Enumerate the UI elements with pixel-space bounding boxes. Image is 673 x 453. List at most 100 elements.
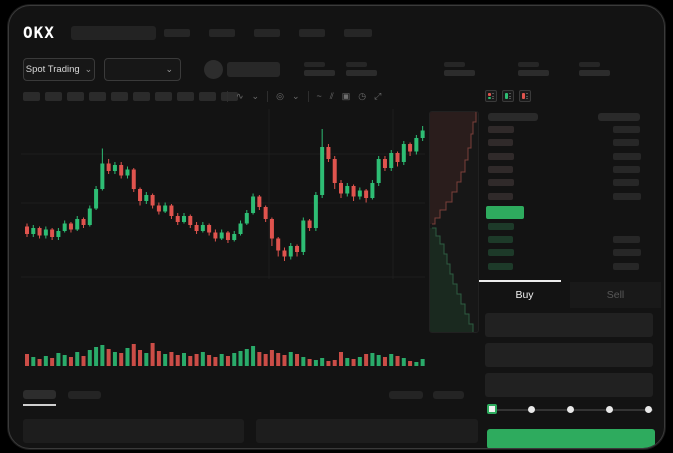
draw-tool-icon[interactable]: ⫽	[329, 90, 334, 101]
pair-dropdown[interactable]: ⌄	[104, 58, 181, 81]
ask-price-placeholder	[488, 152, 514, 160]
slider-stop[interactable]	[645, 406, 652, 413]
search-input[interactable]	[71, 26, 156, 40]
bid-price-placeholder	[488, 262, 513, 270]
orders-tab-underline	[23, 404, 56, 406]
bid-price-placeholder	[488, 249, 514, 257]
orderbook-mode-switcher	[485, 90, 531, 102]
timeframe-button[interactable]	[111, 92, 128, 101]
market-stat	[518, 62, 549, 76]
buy-submit-button[interactable]	[487, 429, 655, 448]
timeframe-button[interactable]	[133, 92, 150, 101]
orders-filter-1[interactable]	[389, 391, 423, 399]
market-type-label: Spot Trading	[25, 64, 80, 75]
timeframe-button[interactable]	[177, 92, 194, 101]
stat-value-placeholder	[346, 70, 377, 76]
book-asks-icon[interactable]	[519, 90, 531, 102]
nav-item-placeholder[interactable]	[164, 29, 190, 37]
toolbar-divider	[307, 90, 309, 102]
book-bids-icon[interactable]	[502, 90, 514, 102]
active-tab-indicator	[479, 280, 561, 282]
timeframe-button[interactable]	[45, 92, 62, 101]
orders-panel-left	[23, 419, 244, 443]
book-icon-stripe	[505, 93, 508, 99]
coin-avatar	[204, 60, 223, 79]
timeframe-button[interactable]	[89, 92, 106, 101]
orders-tab-2[interactable]	[68, 391, 101, 399]
book-icon-lines	[509, 93, 511, 99]
orders-tab-active[interactable]	[23, 390, 56, 399]
last-price-badge[interactable]	[486, 206, 524, 219]
timeframe-button[interactable]	[23, 92, 40, 101]
stat-label-placeholder	[304, 62, 325, 67]
bid-amount-placeholder	[613, 262, 639, 270]
ask-price-placeholder	[488, 139, 513, 147]
ask-price-placeholder	[488, 179, 514, 187]
stat-value-placeholder	[518, 70, 549, 76]
slider-stop[interactable]	[606, 406, 613, 413]
bid-amount-placeholder	[613, 249, 641, 257]
nav-item-placeholder[interactable]	[344, 29, 372, 37]
candlestick-chart[interactable]	[21, 109, 425, 366]
slider-handle[interactable]	[487, 404, 497, 414]
stat-value-placeholder	[579, 70, 610, 76]
orders-panel-right	[256, 419, 478, 443]
ask-price-placeholder	[488, 192, 513, 200]
timeframe-button[interactable]	[199, 92, 216, 101]
camera-icon[interactable]: ▣	[341, 90, 351, 101]
nav-item-placeholder[interactable]	[299, 29, 325, 37]
market-type-dropdown[interactable]: Spot Trading ⌄	[23, 58, 95, 81]
order-input-2[interactable]	[485, 343, 653, 367]
ask-price-placeholder	[488, 126, 514, 133]
stat-label-placeholder	[518, 62, 539, 67]
slider-stop[interactable]	[528, 406, 535, 413]
pair-name-placeholder	[227, 62, 280, 77]
orderbook-price-header	[488, 113, 538, 121]
tab-buy[interactable]: Buy	[515, 289, 534, 301]
ask-amount-placeholder	[613, 126, 640, 133]
toolbar-divider	[227, 90, 228, 102]
indicator-chevron-icon[interactable]: ⌄	[291, 90, 300, 101]
trade-tabs: Buy Sell	[479, 282, 661, 308]
slider-stop[interactable]	[567, 406, 574, 413]
orderbook-amount-header	[598, 113, 640, 121]
timeframe-button[interactable]	[67, 92, 84, 101]
line-tool-icon[interactable]: ~	[316, 91, 322, 101]
fullscreen-icon[interactable]: ⤢	[374, 90, 382, 101]
ask-amount-placeholder	[613, 139, 639, 147]
chevron-down-icon: ⌄	[84, 64, 93, 74]
history-icon[interactable]: ◷	[358, 90, 367, 101]
book-both-icon[interactable]	[485, 90, 497, 102]
chart-style-chevron-icon[interactable]: ⌄	[251, 90, 260, 101]
market-stat	[346, 62, 377, 76]
ask-amount-placeholder	[613, 192, 641, 200]
chart-style-icon[interactable]: ∿	[236, 90, 244, 101]
timeframe-button[interactable]	[155, 92, 172, 101]
top-nav	[164, 29, 372, 37]
stat-value-placeholder	[304, 70, 335, 76]
bid-price-placeholder	[488, 236, 513, 244]
book-icon-stripe	[488, 93, 491, 99]
timeframe-button[interactable]	[221, 92, 238, 101]
chevron-down-icon: ⌄	[165, 64, 173, 74]
bid-price-placeholder	[488, 223, 514, 230]
ask-amount-placeholder	[613, 152, 641, 160]
app-window: OKX Spot Trading ⌄ ⌄ ∿ ⌄ ◎ ⌄ ~ ⫽ ▣ ◷ ⤢ Buy Sell	[8, 5, 665, 449]
stat-label-placeholder	[346, 62, 367, 67]
stat-label-placeholder	[444, 62, 465, 67]
order-input-3[interactable]	[485, 373, 653, 397]
stat-label-placeholder	[579, 62, 600, 67]
nav-item-placeholder[interactable]	[254, 29, 280, 37]
indicator-icon[interactable]: ◎	[276, 90, 284, 101]
ask-price-placeholder	[488, 165, 513, 173]
book-icon-lines	[492, 93, 494, 99]
orders-filter-2[interactable]	[433, 391, 464, 399]
depth-chart[interactable]	[429, 111, 479, 333]
nav-item-placeholder[interactable]	[209, 29, 235, 37]
market-stat	[579, 62, 610, 76]
order-input-1[interactable]	[485, 313, 653, 337]
market-stat	[444, 62, 475, 76]
book-icon-lines	[526, 93, 528, 99]
amount-slider[interactable]	[487, 402, 657, 418]
tab-sell[interactable]: Sell	[570, 282, 661, 308]
